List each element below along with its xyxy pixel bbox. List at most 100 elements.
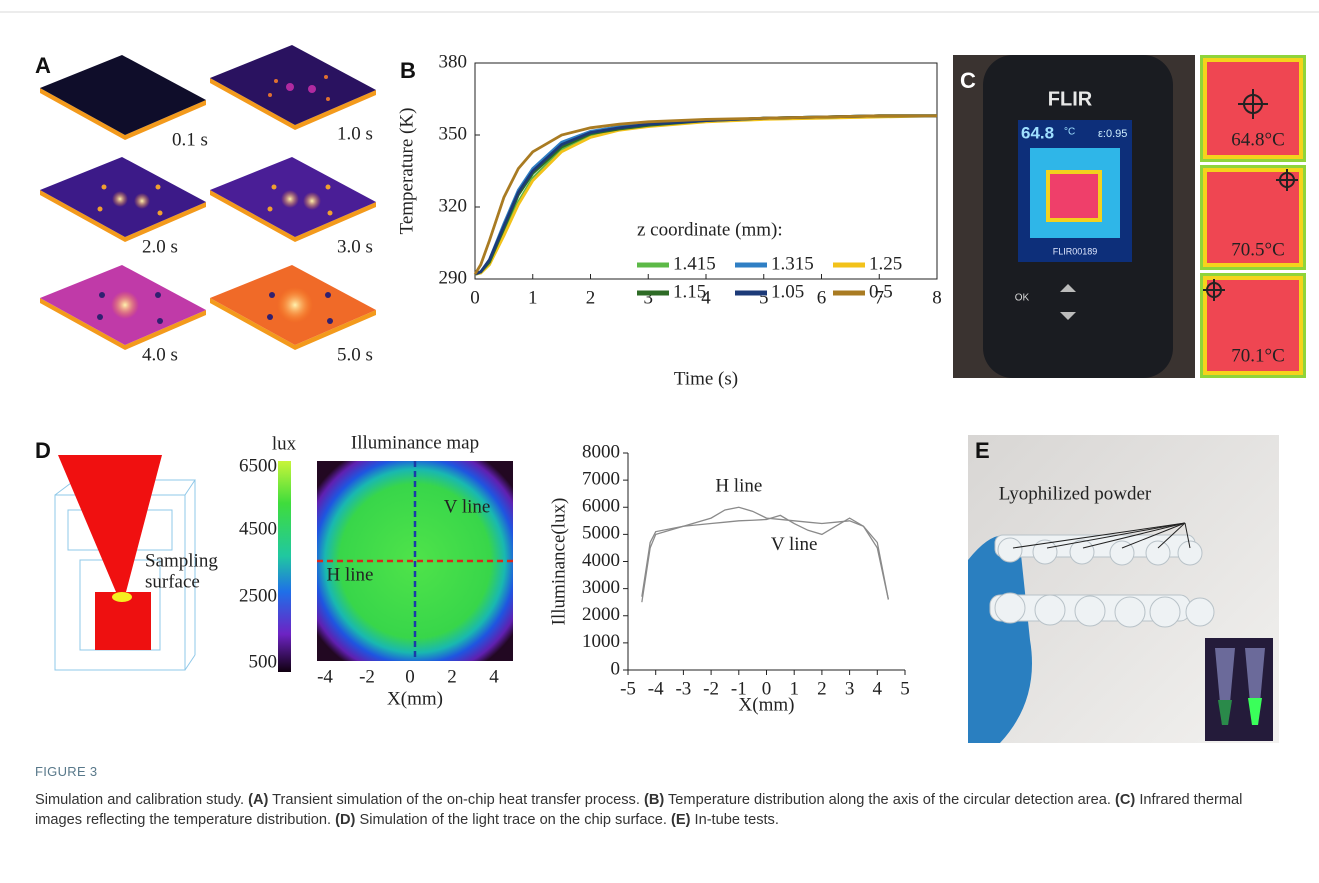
plate (210, 157, 376, 242)
y-tick-label: 7000 (582, 468, 620, 489)
caption-label: (B) (644, 792, 664, 808)
caption-part: In-tube tests. (695, 812, 779, 828)
colorbar-tick: 4500 (239, 518, 277, 539)
panel-label: E (975, 438, 990, 463)
series-line (475, 116, 937, 274)
series-line (642, 507, 889, 602)
series-line (475, 116, 937, 274)
panel-label: B (400, 58, 416, 83)
caption-part: Transient simulation of the on-chip heat… (272, 792, 640, 808)
panel-label: A (35, 53, 51, 78)
plate (210, 265, 376, 350)
y-axis-label: Illuminance(lux) (548, 498, 569, 626)
colorbar-tick: 500 (249, 651, 278, 672)
time-label: 5.0 s (337, 344, 373, 365)
figure-label: FIGURE 3 (35, 762, 1290, 782)
sampling-spot (112, 592, 132, 602)
legend-label: 1.315 (771, 253, 814, 274)
y-tick-label: 4000 (582, 550, 620, 571)
caption-part: Simulation of the light trace on the chi… (359, 812, 666, 828)
caption-intro: Simulation and calibration study. (35, 792, 244, 808)
colorbar-tick: 6500 (239, 455, 277, 476)
thumbnail-temp: 70.1°C (1231, 345, 1285, 366)
x-tick-label: 4 (873, 678, 883, 699)
plate (40, 55, 206, 140)
x-tick-label: 8 (932, 287, 942, 308)
page: A 0.1 s 1.0 s 2.0 s 3.0 s 4.0 s 5.0 s FL… (0, 0, 1319, 883)
chart: 010002000300040005000600070008000-5-4-3-… (548, 441, 909, 715)
series-label: H line (715, 476, 762, 497)
panel-c: FLIR 64.8 °C ε:0.95 FLIR00189 OK C 64.8°… (953, 55, 1306, 378)
y-tick-label: 2000 (582, 604, 620, 625)
series-line (475, 116, 937, 274)
map-x-tick: -2 (359, 666, 375, 687)
x-tick-label: 6 (817, 287, 827, 308)
time-label: 3.0 s (337, 236, 373, 257)
x-tick-label: 0 (470, 287, 480, 308)
series-line (475, 116, 937, 274)
legend-label: 1.25 (869, 253, 902, 274)
figure: A 0.1 s 1.0 s 2.0 s 3.0 s 4.0 s 5.0 s FL… (0, 0, 1319, 760)
panel-label: D (35, 438, 51, 463)
map-x-tick: 4 (489, 666, 499, 687)
plate (40, 265, 206, 350)
caption-label: (A) (248, 792, 268, 808)
y-tick-label: 350 (439, 123, 468, 144)
map-line-label: V line (444, 496, 491, 517)
time-label: 2.0 s (142, 236, 178, 257)
x-tick-label: -2 (703, 678, 719, 699)
panel-a: A 0.1 s 1.0 s 2.0 s 3.0 s 4.0 s 5.0 s (35, 45, 376, 365)
map-x-tick: 2 (447, 666, 457, 687)
legend-title: z coordinate (mm): (637, 219, 783, 240)
map-title: Illuminance map (351, 432, 479, 453)
map-x-tick: -4 (317, 666, 333, 687)
y-tick-label: 380 (439, 51, 468, 72)
thumbnail-temp: 64.8°C (1231, 129, 1285, 150)
legend-label: 0.5 (869, 281, 893, 302)
x-tick-label: 2 (586, 287, 596, 308)
series-line (475, 116, 937, 274)
caption-part: Temperature distribution along the axis … (668, 792, 1111, 808)
x-tick-label: 1 (528, 287, 538, 308)
reading-unit: °C (1064, 127, 1075, 138)
x-tick-label: 5 (900, 678, 910, 699)
time-label: 4.0 s (142, 344, 178, 365)
series-label: V line (771, 534, 818, 555)
caption: FIGURE 3 Simulation and calibration stud… (35, 762, 1290, 830)
callout: Sampling (145, 550, 218, 571)
annotation: Lyophilized powder (999, 483, 1152, 504)
y-tick-label: 320 (439, 195, 468, 216)
time-label: 0.1 s (172, 129, 208, 150)
y-tick-label: 0 (611, 658, 621, 679)
x-axis-label: X(mm) (739, 694, 795, 715)
plate (210, 45, 376, 130)
caption-text: Simulation and calibration study. (A) Tr… (35, 790, 1290, 830)
thermal-core (1050, 174, 1098, 218)
legend-label: 1.415 (673, 253, 716, 274)
caption-label: (C) (1115, 792, 1135, 808)
panel-d: D Sampling surface lux 6500 4500 2500 50… (35, 432, 513, 709)
callout: surface (145, 571, 200, 592)
panel-e: E Lyophilized powder (968, 435, 1279, 743)
y-tick-label: 290 (439, 267, 468, 288)
thumbnail-temp: 70.5°C (1231, 239, 1285, 260)
reading: 64.8 (1021, 123, 1054, 142)
caption-label: (D) (335, 812, 355, 828)
x-tick-label: 2 (817, 678, 827, 699)
series-line (475, 116, 937, 274)
x-tick-label: -4 (648, 678, 664, 699)
legend-label: 1.15 (673, 281, 706, 302)
brand: FLIR (1048, 88, 1093, 110)
y-tick-label: 5000 (582, 523, 620, 544)
file-name: FLIR00189 (1053, 246, 1098, 256)
y-tick-label: 3000 (582, 577, 620, 598)
emissivity: ε:0.95 (1098, 128, 1127, 140)
x-tick-label: 3 (845, 678, 855, 699)
button-label: OK (1015, 293, 1030, 304)
y-tick-label: 1000 (582, 631, 620, 652)
colorbar (278, 461, 291, 672)
time-label: 1.0 s (337, 123, 373, 144)
map-x-tick: 0 (405, 666, 415, 687)
x-tick-label: -5 (620, 678, 636, 699)
